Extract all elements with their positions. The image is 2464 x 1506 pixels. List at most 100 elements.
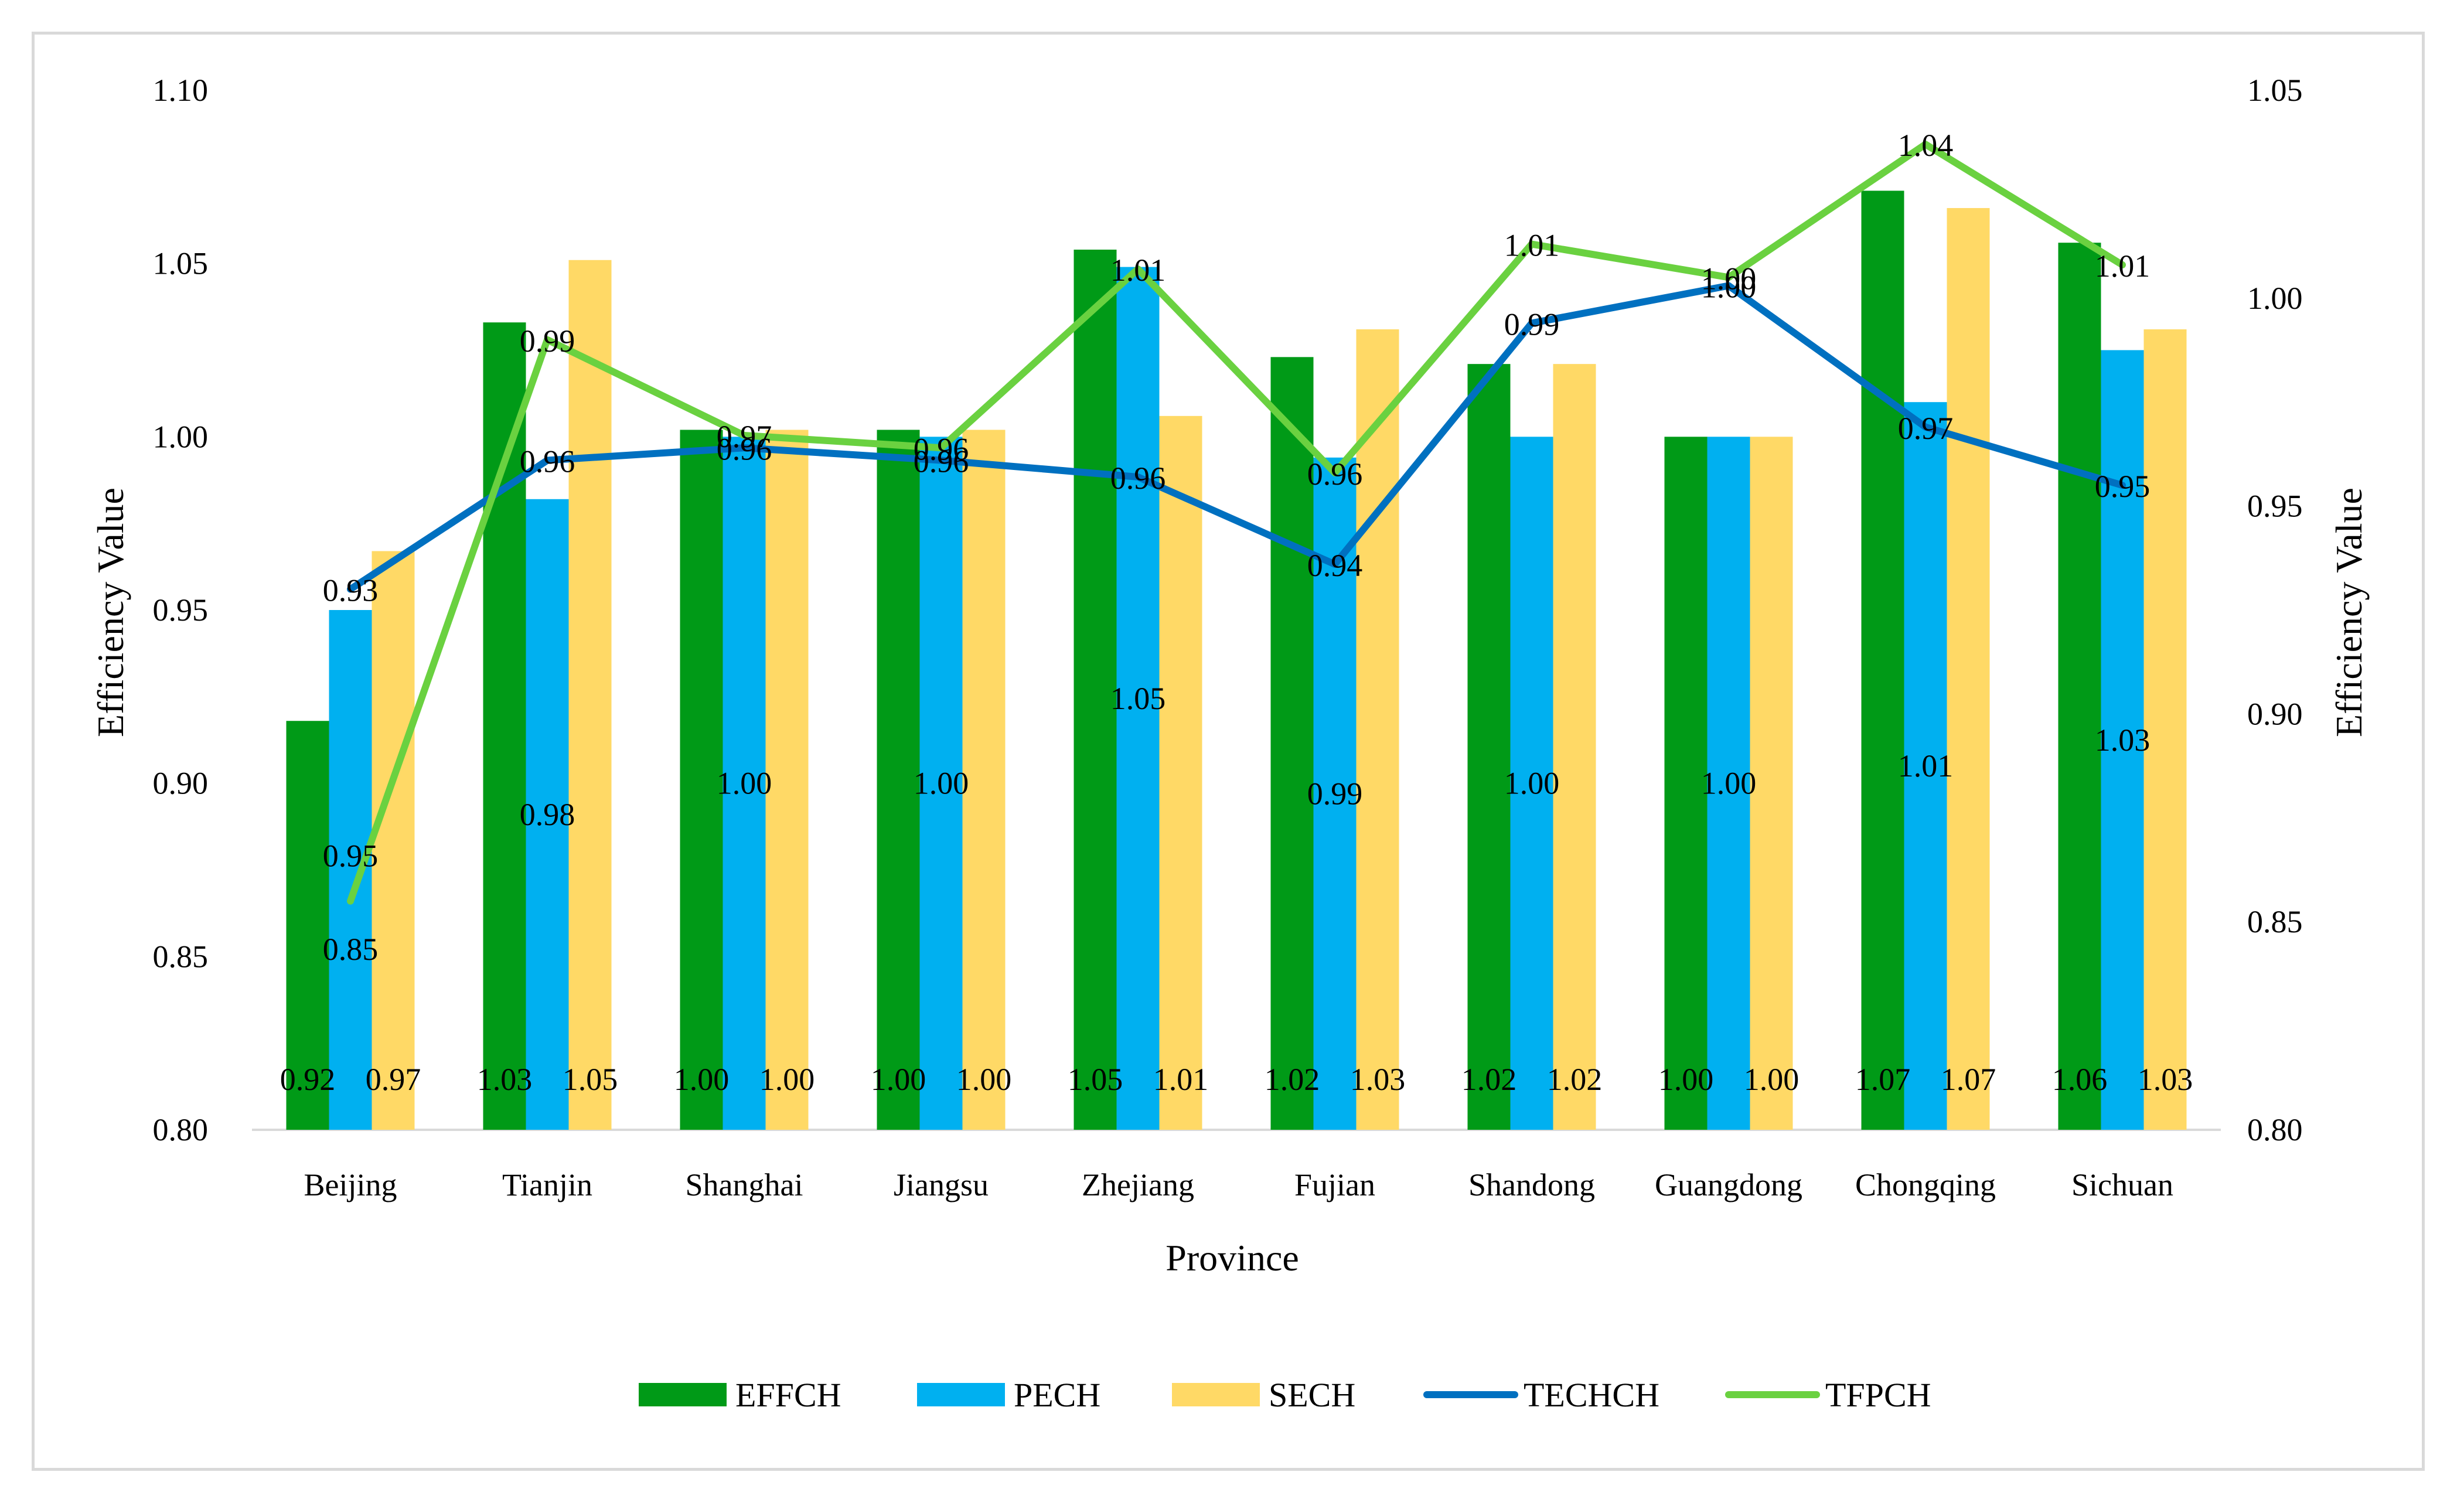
data-label-pech: 1.01 (1898, 748, 1954, 783)
data-label-effch: 0.92 (280, 1062, 336, 1097)
legend-label: EFFCH (735, 1376, 841, 1414)
data-label-tfpch: 1.04 (1898, 128, 1954, 163)
data-label-sech: 1.00 (956, 1062, 1012, 1097)
x-tick-label: Jiangsu (894, 1167, 989, 1202)
legend-item-techch: TECHCH (1423, 1376, 1659, 1414)
data-label-tfpch: 1.01 (1110, 253, 1166, 288)
y-tick-label: 0.85 (153, 939, 209, 974)
data-label-tfpch: 0.96 (1307, 456, 1363, 492)
x-tick-label: Beijing (304, 1167, 397, 1202)
data-label-techch: 0.95 (2095, 469, 2151, 504)
data-label-pech: 1.00 (1701, 766, 1757, 801)
legend-label: TFPCH (1825, 1376, 1931, 1414)
bar-sech (1947, 208, 1990, 1130)
data-label-techch: 0.93 (323, 573, 379, 608)
data-label-sech: 0.97 (366, 1062, 421, 1097)
legend-item-pech: PECH (917, 1376, 1100, 1414)
bar-pech (722, 437, 766, 1130)
plot-area: 0.80 0.85 0.90 0.95 1.00 1.05 1.10 0.80 0.85 0.90… (153, 73, 2303, 1202)
data-label-techch: 0.96 (717, 431, 772, 466)
bar-effch (286, 721, 329, 1130)
bar-effch (1270, 357, 1314, 1130)
y-tick-label: 0.80 (153, 1112, 209, 1147)
data-label-effch: 1.03 (477, 1062, 533, 1097)
data-label-pech: 1.05 (1110, 681, 1166, 716)
legend-swatch (1172, 1383, 1260, 1406)
bar-effch (2058, 243, 2101, 1130)
legend-item-effch: EFFCH (639, 1376, 841, 1414)
y2-tick-label: 1.00 (2247, 281, 2303, 316)
bar-effch (1664, 437, 1708, 1130)
y-tick-label: 0.90 (153, 766, 209, 801)
y-tick-label: 1.00 (153, 419, 209, 454)
data-label-techch: 0.94 (1307, 548, 1363, 583)
data-label-tfpch: 0.95 (323, 839, 379, 874)
legend-label: SECH (1269, 1376, 1355, 1414)
bar-sech (962, 430, 1006, 1130)
data-label-techch: 0.96 (914, 444, 969, 479)
bar-pech (919, 437, 963, 1130)
data-label-pech: 0.85 (323, 932, 379, 967)
bar-pech (1116, 267, 1160, 1130)
y-tick-label: 1.05 (153, 246, 209, 281)
y-axis-title: Efficiency Value (90, 488, 131, 737)
y2-tick-label: 0.95 (2247, 489, 2303, 524)
x-tick-label: Guangdong (1655, 1167, 1802, 1202)
legend: EFFCH PECH SECH TECHCH TFPCH (639, 1376, 1931, 1414)
y2-tick-label: 0.80 (2247, 1112, 2303, 1147)
x-tick-label: Sichuan (2071, 1167, 2173, 1202)
bar-sech (1356, 329, 1399, 1130)
y2-tick-label: 0.90 (2247, 696, 2303, 731)
data-label-tfpch: 1.01 (1504, 228, 1560, 263)
data-label-tfpch: 1.01 (2095, 248, 2151, 284)
bar-effch (1861, 190, 1904, 1130)
data-label-effch: 1.06 (2052, 1062, 2108, 1097)
bar-sech (568, 260, 612, 1130)
data-label-sech: 1.03 (2138, 1062, 2193, 1097)
bar-sech (1750, 437, 1793, 1130)
bar-effch (1467, 364, 1511, 1130)
data-label-effch: 1.00 (674, 1062, 730, 1097)
data-label-pech: 1.00 (914, 766, 969, 801)
data-label-techch: 0.96 (520, 444, 575, 479)
x-tick-label: Tianjin (502, 1167, 592, 1202)
data-label-effch: 1.00 (1658, 1062, 1714, 1097)
bar-sech (2143, 329, 2187, 1130)
y2-axis-title: Efficiency Value (2328, 488, 2370, 737)
data-label-pech: 0.99 (1307, 776, 1363, 811)
x-axis-title: Province (1165, 1237, 1299, 1279)
bar-pech (1510, 437, 1553, 1130)
legend-item-tfpch: TFPCH (1725, 1376, 1931, 1414)
data-label-tfpch: 0.97 (717, 419, 772, 454)
legend-item-sech: SECH (1172, 1376, 1355, 1414)
bar-sech (765, 430, 809, 1130)
bar-sech (1159, 415, 1202, 1130)
data-label-techch: 0.99 (1504, 306, 1560, 342)
chart-frame (32, 32, 2425, 1471)
data-label-effch: 1.02 (1265, 1062, 1320, 1097)
legend-label: TECHCH (1524, 1376, 1659, 1414)
y2-tick-label: 1.05 (2247, 73, 2303, 108)
data-label-pech: 0.98 (520, 797, 575, 832)
x-tick-label: Shanghai (686, 1167, 803, 1202)
data-label-sech: 1.05 (563, 1062, 618, 1097)
x-tick-label: Fujian (1294, 1167, 1375, 1202)
bar-sech (1553, 364, 1596, 1130)
data-label-techch: 0.97 (1898, 411, 1954, 446)
legend-swatch (639, 1383, 727, 1406)
data-label-effch: 1.05 (1068, 1062, 1123, 1097)
data-label-pech: 1.03 (2095, 723, 2151, 758)
data-label-sech: 1.02 (1547, 1062, 1603, 1097)
data-label-tfpch: 0.96 (914, 431, 969, 466)
bar-effch (1073, 250, 1117, 1130)
bar-pech (1313, 457, 1357, 1130)
x-tick-label: Chongqing (1855, 1167, 1996, 1202)
data-label-sech: 1.00 (1744, 1062, 1800, 1097)
x-tick-label: Zhejiang (1082, 1167, 1194, 1202)
y-tick-label: 0.95 (153, 592, 209, 628)
data-label-pech: 1.00 (717, 766, 772, 801)
data-label-sech: 1.03 (1350, 1062, 1406, 1097)
line-tfpch (347, 141, 2126, 905)
data-label-techch: 1.00 (1701, 270, 1757, 305)
